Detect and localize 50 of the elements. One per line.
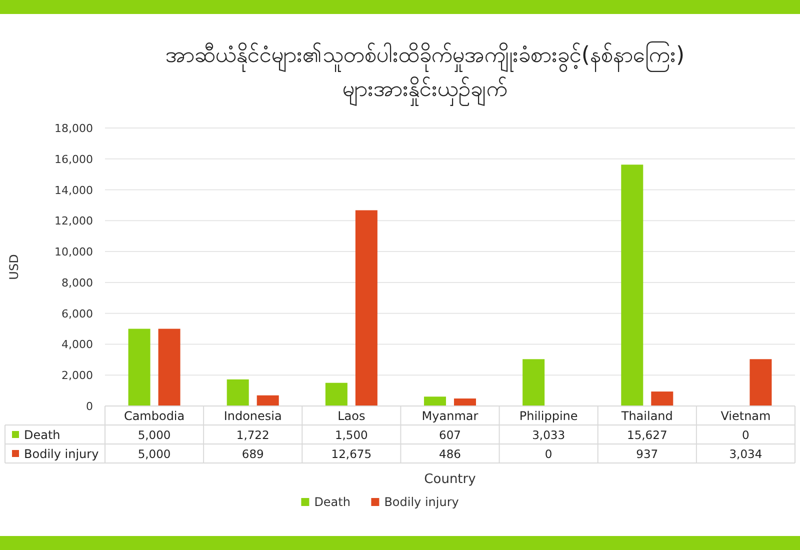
- data-label: 12,675: [331, 447, 372, 461]
- y-tick-label: 6,000: [62, 307, 93, 320]
- bar: [128, 328, 150, 406]
- y-tick-label: 16,000: [54, 152, 93, 166]
- legend-item: Bodily injury: [371, 495, 459, 509]
- x-tick-label: Indonesia: [224, 409, 282, 423]
- data-label: 15,627: [627, 428, 668, 442]
- x-tick-label: Philippine: [519, 409, 578, 423]
- data-label: 5,000: [138, 428, 171, 442]
- data-label: 0: [544, 447, 552, 461]
- bar: [226, 379, 249, 406]
- data-label: 3,034: [729, 447, 762, 461]
- legend-label: Bodily injury: [24, 447, 99, 461]
- bar: [621, 164, 644, 406]
- bar: [158, 328, 180, 406]
- bar: [750, 359, 772, 406]
- legend-label: Death: [24, 428, 60, 442]
- bar: [325, 382, 348, 406]
- y-tick-label: 0: [86, 400, 93, 413]
- y-tick-label: 14,000: [54, 184, 93, 197]
- bar: [424, 396, 446, 406]
- data-label: 1,722: [236, 428, 270, 442]
- legend-item: Death: [301, 495, 350, 509]
- y-tick-label: 10,000: [54, 246, 93, 259]
- data-label: 1,500: [334, 428, 368, 442]
- x-tick-label: Myanmar: [422, 409, 478, 423]
- y-axis-title: USD: [7, 254, 21, 280]
- y-tick-label: 2,000: [62, 369, 93, 382]
- y-tick-label: 8,000: [62, 276, 93, 290]
- x-axis-title: Country: [424, 472, 476, 487]
- data-label: 486: [439, 447, 461, 461]
- bar: [651, 392, 674, 406]
- data-label: 937: [636, 447, 658, 461]
- y-tick-label: 12,000: [54, 214, 93, 228]
- data-label: 3,033: [532, 428, 566, 442]
- data-label: 5,000: [138, 447, 171, 461]
- bar: [454, 398, 476, 406]
- bar: [355, 210, 378, 406]
- x-tick-label: Vietnam: [720, 409, 771, 423]
- x-tick-label: Laos: [338, 409, 366, 423]
- data-label: 689: [242, 447, 264, 461]
- data-label: 607: [439, 428, 461, 442]
- chart-title: အာဆီယံနိုင်ငံများ၏သူတစ်ပါးထိခိုက်မှုအကျိုးခံစားခွင့်(နစ်နာကြေး) များအားနှိုင်းယှဉ်ချက်: [165, 41, 685, 107]
- x-tick-label: Thailand: [620, 409, 673, 423]
- bar: [522, 359, 545, 406]
- x-tick-label: Cambodia: [124, 409, 185, 423]
- y-tick-label: 4,000: [62, 338, 93, 352]
- bar: [256, 395, 279, 406]
- y-tick-label: 18,000: [54, 122, 93, 135]
- data-label: 0: [742, 428, 750, 442]
